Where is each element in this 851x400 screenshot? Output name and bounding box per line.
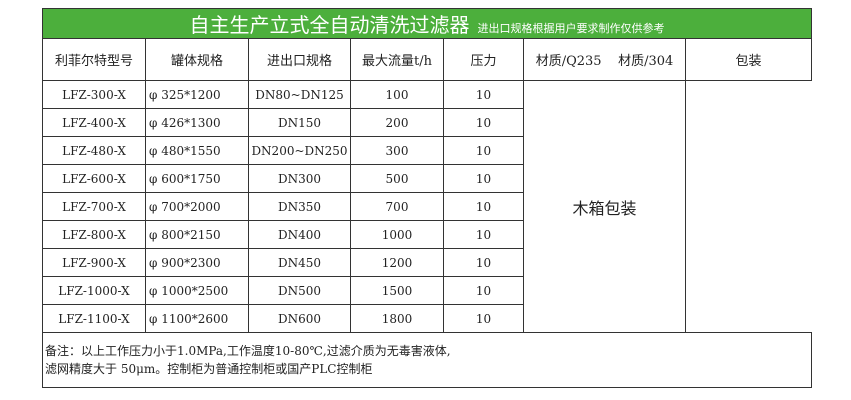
cell-model: LFZ-300-X bbox=[42, 80, 146, 109]
table-row: LFZ-1100-X φ 1100*2600 DN600 1800 10 bbox=[42, 304, 812, 333]
table-row: LFZ-800-X φ 800*2150 DN400 1000 10 bbox=[42, 220, 812, 249]
cell-port: DN450 bbox=[248, 248, 351, 277]
cell-flow: 1000 bbox=[350, 220, 444, 249]
packaging-cell: 木箱包装 bbox=[523, 80, 686, 333]
cell-pressure: 10 bbox=[443, 108, 524, 137]
header-row: 利菲尔特型号 罐体规格 进出口规格 最大流量t/h 压力 材质/Q235 材质/… bbox=[42, 38, 812, 81]
cell-port: DN300 bbox=[248, 164, 351, 193]
table-row: LFZ-1000-X φ 1000*2500 DN500 1500 10 bbox=[42, 276, 812, 305]
cell-model: LFZ-1000-X bbox=[42, 276, 146, 305]
cell-tank: φ 800*2150 bbox=[145, 220, 249, 249]
cell-port: DN200~DN250 bbox=[248, 136, 351, 165]
cell-flow: 300 bbox=[350, 136, 444, 165]
cell-tank: φ 325*1200 bbox=[145, 80, 249, 109]
cell-port: DN400 bbox=[248, 220, 351, 249]
table-row: LFZ-600-X φ 600*1750 DN300 500 10 bbox=[42, 164, 812, 193]
header-pressure: 压力 bbox=[443, 38, 524, 81]
cell-model: LFZ-600-X bbox=[42, 164, 146, 193]
cell-port: DN600 bbox=[248, 304, 351, 333]
cell-flow: 500 bbox=[350, 164, 444, 193]
cell-model: LFZ-700-X bbox=[42, 192, 146, 221]
cell-model: LFZ-1100-X bbox=[42, 304, 146, 333]
cell-pressure: 10 bbox=[443, 276, 524, 305]
cell-pressure: 10 bbox=[443, 304, 524, 333]
cell-port: DN350 bbox=[248, 192, 351, 221]
header-port: 进出口规格 bbox=[248, 38, 351, 81]
header-flow: 最大流量t/h bbox=[350, 38, 444, 81]
cell-pressure: 10 bbox=[443, 248, 524, 277]
cell-pressure: 10 bbox=[443, 80, 524, 109]
cell-model: LFZ-900-X bbox=[42, 248, 146, 277]
cell-pressure: 10 bbox=[443, 164, 524, 193]
note-line-1: 备注：以上工作压力小于1.0MPa,工作温度10-80℃,过滤介质为无毒害液体, bbox=[45, 344, 451, 358]
material-cell: 材质/Q235 材质/304 bbox=[523, 38, 686, 81]
cell-tank: φ 480*1550 bbox=[145, 136, 249, 165]
table-row: LFZ-900-X φ 900*2300 DN450 1200 10 bbox=[42, 248, 812, 277]
cell-tank: φ 426*1300 bbox=[145, 108, 249, 137]
cell-pressure: 10 bbox=[443, 220, 524, 249]
cell-port: DN80~DN125 bbox=[248, 80, 351, 109]
cell-tank: φ 900*2300 bbox=[145, 248, 249, 277]
cell-port: DN150 bbox=[248, 108, 351, 137]
cell-tank: φ 600*1750 bbox=[145, 164, 249, 193]
cell-tank: φ 1000*2500 bbox=[145, 276, 249, 305]
cell-flow: 1200 bbox=[350, 248, 444, 277]
cell-model: LFZ-400-X bbox=[42, 108, 146, 137]
table-title: 自主生产立式全自动清洗过滤器 进出口规格根据用户要求制作仅供参考 bbox=[42, 8, 812, 39]
spec-table: 自主生产立式全自动清洗过滤器 进出口规格根据用户要求制作仅供参考 利菲尔特型号 罐… bbox=[42, 8, 812, 388]
cell-pressure: 10 bbox=[443, 136, 524, 165]
cell-flow: 100 bbox=[350, 80, 444, 109]
cell-flow: 700 bbox=[350, 192, 444, 221]
cell-pressure: 10 bbox=[443, 192, 524, 221]
header-packaging: 包装 bbox=[685, 38, 812, 81]
table-row: LFZ-300-X φ 325*1200 DN80~DN125 100 10 木箱包装 bbox=[42, 80, 812, 333]
note: 备注：以上工作压力小于1.0MPa,工作温度10-80℃,过滤介质为无毒害液体,… bbox=[42, 332, 812, 388]
header-model: 利菲尔特型号 bbox=[42, 38, 146, 81]
title-text: 自主生产立式全自动清洗过滤器 bbox=[189, 13, 470, 37]
subtitle-text: 进出口规格根据用户要求制作仅供参考 bbox=[477, 22, 665, 35]
cell-port: DN500 bbox=[248, 276, 351, 305]
cell-tank: φ 1100*2600 bbox=[145, 304, 249, 333]
cell-flow: 1800 bbox=[350, 304, 444, 333]
note-line-2: 滤网精度大于 50μm。控制柜为普通控制柜或国产PLC控制柜 bbox=[45, 362, 373, 376]
cell-model: LFZ-800-X bbox=[42, 220, 146, 249]
table-row: LFZ-480-X φ 480*1550 DN200~DN250 300 10 bbox=[42, 136, 812, 165]
cell-flow: 200 bbox=[350, 108, 444, 137]
cell-flow: 1500 bbox=[350, 276, 444, 305]
table-row: LFZ-700-X φ 700*2000 DN350 700 10 bbox=[42, 192, 812, 221]
table-row: LFZ-400-X φ 426*1300 DN150 200 10 bbox=[42, 108, 812, 137]
header-tank: 罐体规格 bbox=[145, 38, 249, 81]
cell-tank: φ 700*2000 bbox=[145, 192, 249, 221]
cell-model: LFZ-480-X bbox=[42, 136, 146, 165]
